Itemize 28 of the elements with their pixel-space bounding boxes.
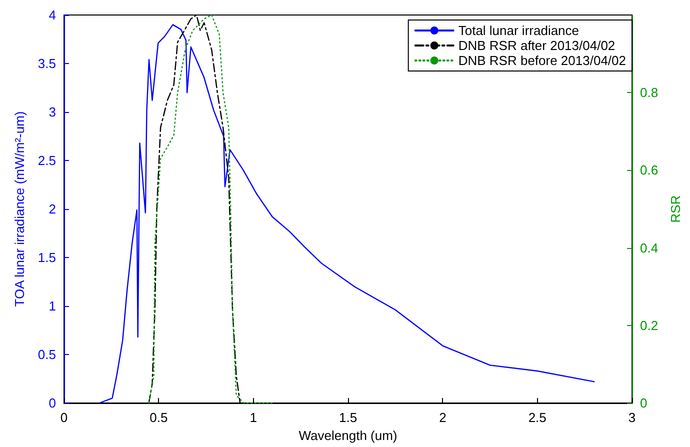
y-tick-label: 3 (48, 104, 56, 120)
y-axis-title: TOA lunar irradiance (mW/m²-um) (12, 111, 27, 307)
x-tick-label: 2.5 (528, 410, 546, 425)
x-tick-label: 1 (250, 410, 257, 425)
x-tick-label: 3 (628, 410, 636, 425)
y-tick-label: 2.5 (38, 153, 56, 168)
x-tick-label: 0 (60, 410, 68, 425)
y-tick-label: 1.5 (38, 250, 56, 265)
y2-tick-label: 0.4 (640, 240, 658, 256)
y2-tick-label: 0.8 (640, 85, 658, 100)
line-series (148, 14, 273, 404)
y-tick-label: 4 (48, 8, 56, 22)
x-tick-label: 2 (439, 410, 446, 425)
x-axis-title: Wavelength (um) (298, 428, 398, 443)
y2-tick-label: 0 (640, 396, 648, 410)
y-tick-label: 3.5 (38, 56, 56, 71)
y-tick-label: 2 (48, 202, 56, 216)
legend-label: DNB RSR before 2013/04/02 (458, 53, 626, 68)
y-tick-label: 0 (48, 396, 56, 410)
legend-label: Total lunar irradiance (458, 23, 580, 38)
y2-tick-label: 0.2 (640, 318, 658, 333)
x-tick-label: 1.5 (338, 410, 358, 425)
legend-label: DNB RSR after 2013/04/02 (458, 38, 616, 53)
y2-tick-label: 0.6 (640, 162, 658, 178)
x-tick-label: 0.5 (150, 410, 168, 425)
y2-axis-title: RSR (668, 195, 683, 223)
y-tick-label: 1 (48, 298, 56, 314)
y-tick-label: 0.5 (38, 347, 56, 362)
